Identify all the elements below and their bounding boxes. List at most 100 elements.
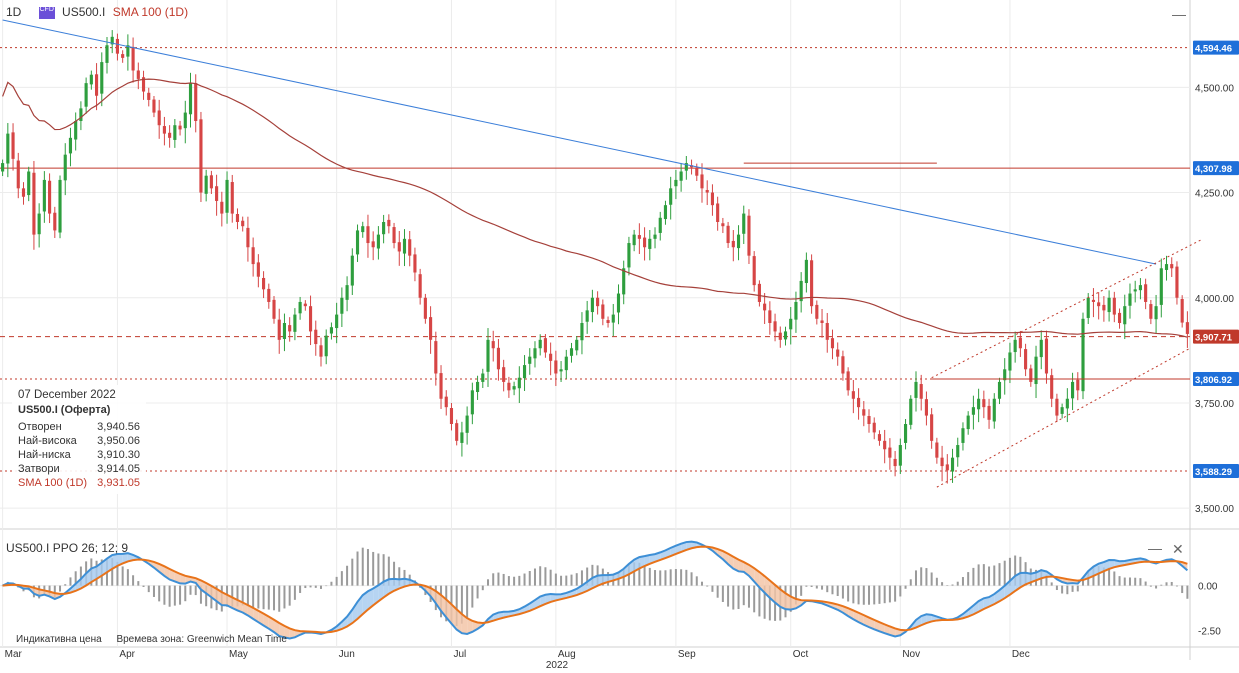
ppo-histogram-bar xyxy=(998,563,1001,586)
candle-body xyxy=(298,301,302,314)
ppo-histogram-bar xyxy=(1066,585,1069,595)
candle-body xyxy=(658,217,662,233)
candle-body xyxy=(945,464,949,471)
ppo-histogram-bar xyxy=(993,565,996,586)
ppo-histogram-bar xyxy=(330,581,333,586)
ppo-histogram-bar xyxy=(857,585,860,605)
ppo-fill-segment xyxy=(863,615,870,628)
ppo-histogram-bar xyxy=(648,567,651,586)
info-value: 3,931.05 xyxy=(97,477,140,489)
candle-body xyxy=(314,329,318,345)
candle-body xyxy=(1050,375,1054,399)
candle-body xyxy=(11,132,15,159)
ppo-histogram-bar xyxy=(199,585,202,604)
ppo-fill-segment xyxy=(540,594,546,607)
candle-body xyxy=(684,163,688,171)
ppo-fill-segment xyxy=(968,605,974,617)
ppo-fill-segment xyxy=(1025,572,1031,585)
ppo-fill-segment xyxy=(221,592,228,606)
info-row-open: Отворен 3,940.56 xyxy=(18,420,140,434)
ppo-header[interactable]: US500.I PPO 26; 12; 9 xyxy=(6,541,129,555)
ppo-histogram-bar xyxy=(1155,585,1158,589)
candle-body xyxy=(110,36,114,45)
candle-body xyxy=(705,190,709,193)
minimize-ppo-icon[interactable]: — xyxy=(1148,540,1162,556)
ppo-histogram-bar xyxy=(111,558,114,586)
ppo-histogram-bar xyxy=(1160,584,1163,586)
candle-body xyxy=(517,377,521,389)
info-value: 3,914.05 xyxy=(97,463,140,475)
candle-body xyxy=(58,179,62,233)
ppo-histogram-bar xyxy=(69,577,72,586)
minimize-main-icon[interactable]: — xyxy=(1172,6,1186,22)
ppo-histogram-bar xyxy=(273,585,276,611)
candle-body xyxy=(293,314,297,332)
month-tick-label: Sep xyxy=(678,649,696,660)
ppo-histogram-bar xyxy=(638,562,641,586)
candle-body xyxy=(820,320,824,323)
candle-body xyxy=(152,99,156,113)
ppo-fill-segment xyxy=(378,581,384,602)
ppo-histogram-bar xyxy=(179,585,182,605)
candle-body xyxy=(460,432,464,443)
ppo-histogram-bar xyxy=(1170,581,1173,586)
price-level-label: 3,907.71 xyxy=(1195,333,1233,344)
ppo-histogram-bar xyxy=(841,585,844,599)
info-row-close: Затвори 3,914.05 xyxy=(18,462,140,476)
ppo-fill-segment xyxy=(623,563,629,577)
candle-body xyxy=(966,415,970,430)
ppo-histogram-bar xyxy=(189,585,192,595)
month-tick-label: Jul xyxy=(453,649,466,660)
ppo-histogram-bar xyxy=(325,585,328,587)
ppo-fill-segment xyxy=(284,625,290,639)
ppo-histogram-bar xyxy=(1123,577,1126,586)
info-row-high: Най-висока 3,950.06 xyxy=(18,434,140,448)
candle-body xyxy=(648,238,652,249)
candles xyxy=(1,30,1189,484)
candle-body xyxy=(569,348,574,356)
symbol-label[interactable]: US500.I xyxy=(62,5,106,19)
price-level-badge xyxy=(1193,464,1239,479)
info-label: Най-висока xyxy=(18,435,77,447)
candle-body xyxy=(371,241,375,248)
candle-body xyxy=(982,399,986,408)
interval-label[interactable]: 1D xyxy=(6,5,22,19)
candle-body xyxy=(168,132,172,138)
candle-body xyxy=(1180,299,1184,323)
candle-body xyxy=(319,345,323,357)
ppo-histogram-bar xyxy=(184,585,187,602)
candle-body xyxy=(596,297,600,307)
ppo-histogram-bar xyxy=(988,566,991,586)
ppo-histogram-bar xyxy=(1050,582,1053,586)
ppo-histogram-bar xyxy=(711,585,714,592)
close-ppo-icon[interactable]: ✕ xyxy=(1172,541,1184,557)
candle-body xyxy=(194,83,198,121)
channel-upper-line xyxy=(931,238,1204,379)
ppo-histogram-bar xyxy=(570,574,573,586)
ppo-histogram-bar xyxy=(821,585,824,590)
ppo-histogram-bar xyxy=(513,576,516,586)
candle-body xyxy=(559,369,563,372)
candle-body xyxy=(695,167,699,176)
info-instrument: US500.I (Оферта) xyxy=(18,404,111,416)
ppo-histogram-bar xyxy=(1061,585,1064,594)
candle-body xyxy=(100,62,104,94)
candle-body xyxy=(919,384,923,399)
ppo-histogram-bar xyxy=(1108,567,1111,586)
ppo-histogram-bar xyxy=(565,575,568,586)
candle-body xyxy=(1008,352,1012,371)
ppo-fill-segment xyxy=(232,597,238,611)
candle-body xyxy=(606,320,610,323)
ppo-histogram-bar xyxy=(252,585,255,608)
info-value: 3,950.06 xyxy=(97,435,140,447)
candle-body xyxy=(288,325,292,332)
ppo-histogram-bar xyxy=(549,569,552,586)
candle-body xyxy=(215,186,219,201)
candle-body xyxy=(940,457,944,467)
ppo-histogram-bar xyxy=(747,585,750,608)
cfd-badge-icon: CFD xyxy=(38,6,55,19)
ppo-histogram-bar xyxy=(236,585,239,607)
candle-body xyxy=(423,297,427,319)
sma-indicator-label[interactable]: SMA 100 (1D) xyxy=(112,5,189,19)
